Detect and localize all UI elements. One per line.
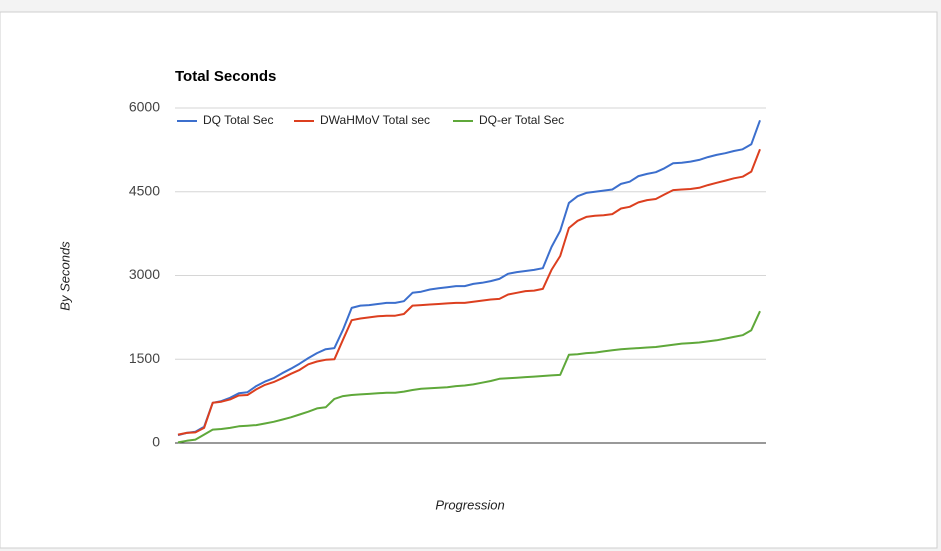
- chart-title: Total Seconds: [175, 68, 276, 85]
- y-tick-label: 0: [152, 434, 160, 450]
- y-tick-label: 3000: [129, 266, 160, 282]
- y-tick-label: 1500: [129, 350, 160, 366]
- y-tick-label: 4500: [129, 182, 160, 198]
- legend-label: DWaHMoV Total sec: [320, 113, 430, 127]
- line-series: [177, 310, 761, 444]
- y-axis-label: By Seconds: [57, 241, 72, 311]
- y-tick-label: 6000: [129, 99, 160, 115]
- legend-label: DQ Total Sec: [203, 113, 273, 127]
- legend-label: DQ-er Total Sec: [479, 113, 564, 127]
- line-series: [177, 148, 761, 436]
- chart-background: [0, 11, 938, 549]
- x-axis-label: Progression: [435, 497, 504, 512]
- line-series: [177, 119, 761, 437]
